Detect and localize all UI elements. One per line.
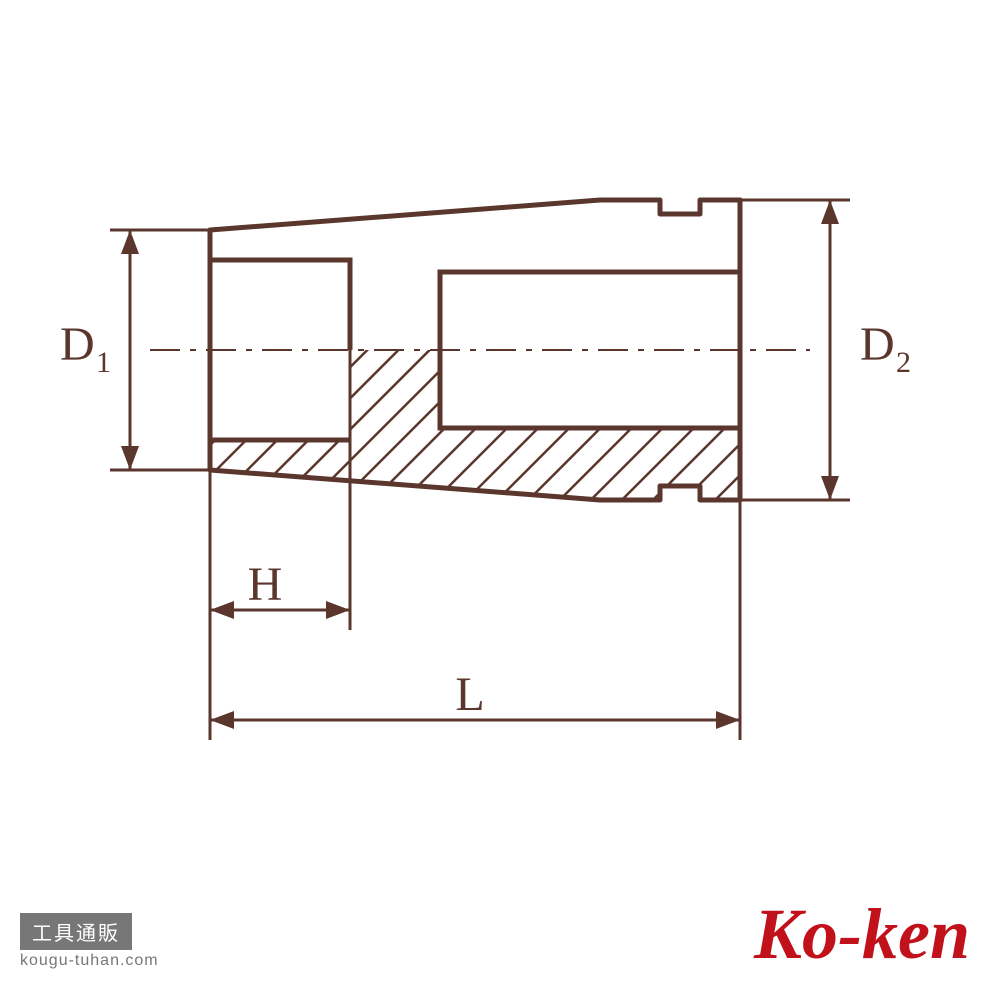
footer-url: kougu-tuhan.com — [20, 952, 159, 970]
svg-text:D: D — [60, 318, 95, 371]
footer-left: 工具通販 kougu-tuhan.com — [20, 913, 159, 970]
svg-text:1: 1 — [96, 346, 111, 379]
footer-box: 工具通販 — [20, 913, 132, 950]
svg-text:2: 2 — [896, 346, 911, 379]
svg-text:D: D — [860, 318, 895, 371]
socket-diagram: D1D2HL — [0, 0, 1000, 1000]
svg-text:L: L — [455, 668, 484, 721]
brand-logo: Ko-ken — [754, 898, 970, 970]
svg-text:H: H — [248, 558, 283, 611]
